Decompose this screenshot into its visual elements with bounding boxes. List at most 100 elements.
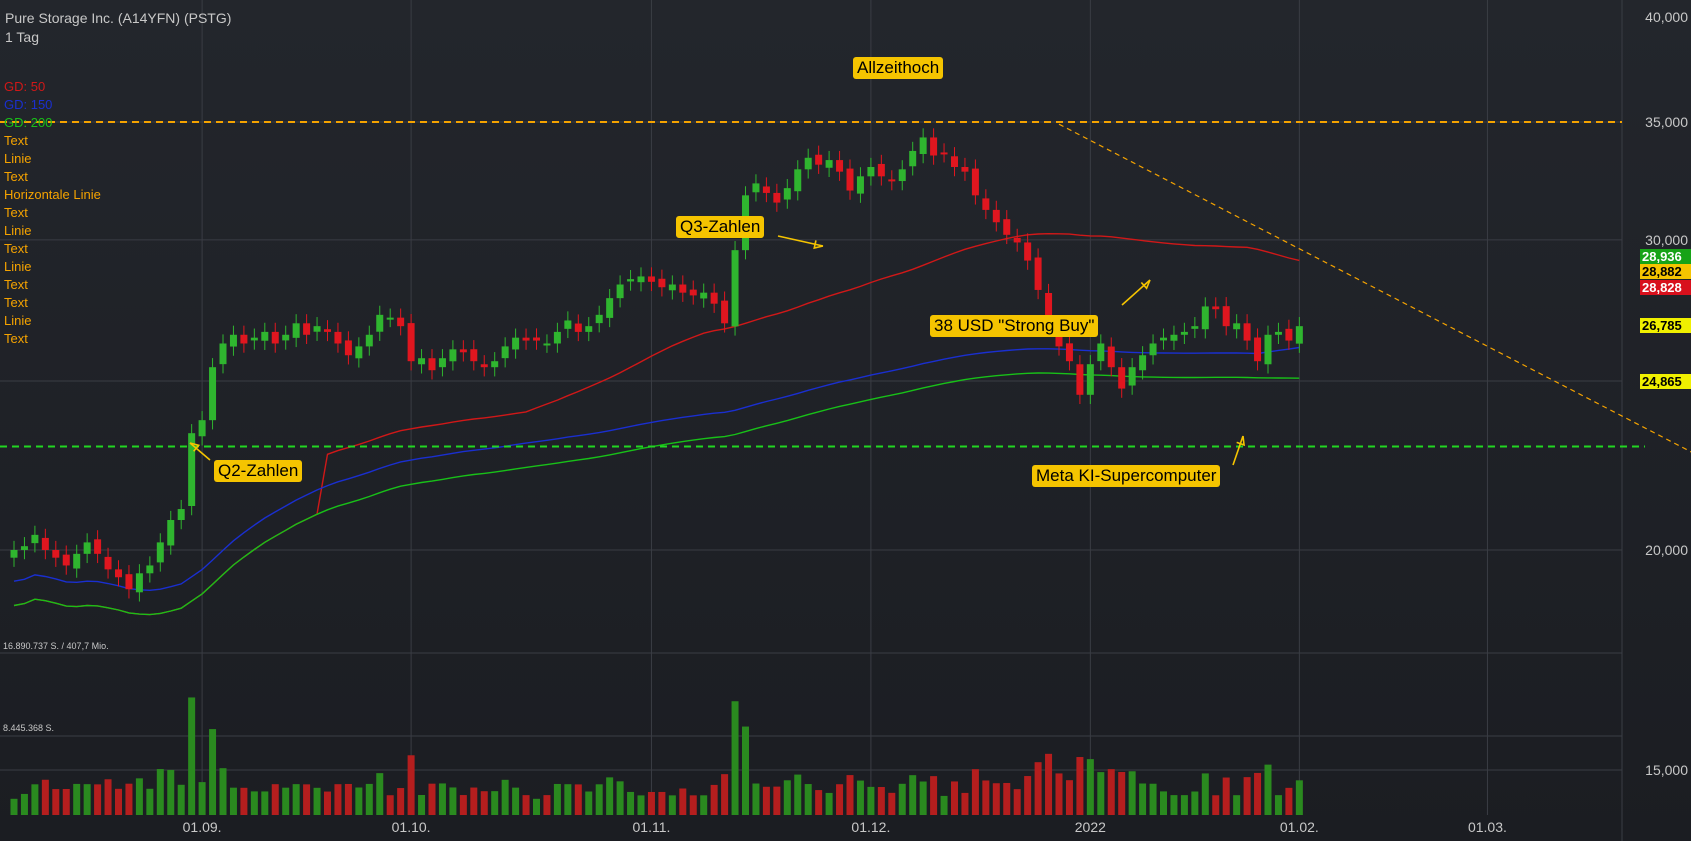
- volume-bar: [961, 792, 969, 815]
- candle-body: [418, 358, 426, 365]
- legend-item[interactable]: Horizontale Linie: [4, 187, 101, 202]
- volume-bar: [783, 780, 791, 815]
- legend-item[interactable]: GD: 50: [4, 79, 46, 94]
- x-tick-label: 01.09.: [183, 819, 222, 835]
- volume-bar: [668, 795, 676, 815]
- candle-body: [198, 420, 206, 437]
- candle-body: [762, 186, 770, 193]
- legend-item[interactable]: Text: [4, 241, 28, 256]
- legend-item[interactable]: Text: [4, 277, 28, 292]
- volume-bar: [177, 784, 185, 815]
- legend-item[interactable]: GD: 150: [4, 97, 53, 112]
- legend-item[interactable]: Text: [4, 331, 28, 346]
- candle-body: [83, 542, 91, 554]
- volume-bar: [1045, 753, 1053, 815]
- volume-bar: [992, 783, 1000, 815]
- volume-bar: [1149, 783, 1157, 815]
- volume-bar: [344, 783, 352, 815]
- volume-bar: [303, 784, 311, 815]
- candle-body: [292, 323, 300, 338]
- price-tag: 28,936: [1640, 249, 1691, 264]
- candle-body: [888, 179, 896, 182]
- volume-label-mid: 8.445.368 S.: [3, 723, 55, 733]
- volume-bar: [700, 795, 708, 815]
- candle-body: [282, 334, 290, 341]
- volume-bar: [480, 791, 488, 815]
- candle-body: [512, 337, 520, 350]
- legend-item[interactable]: Text: [4, 205, 28, 220]
- volume-bar: [1107, 769, 1115, 815]
- candle-body: [961, 167, 969, 172]
- candle-body: [125, 574, 133, 590]
- price-tag: 26,785: [1640, 318, 1691, 333]
- candle-body: [647, 276, 655, 282]
- candle-body: [606, 298, 614, 318]
- candle-body: [773, 192, 781, 203]
- trend-line: [1058, 123, 1691, 453]
- volume-bar: [574, 784, 582, 815]
- candle-body: [156, 542, 164, 563]
- legend-item[interactable]: Linie: [4, 151, 32, 166]
- candle-body: [1170, 334, 1178, 341]
- candle-body: [1254, 337, 1262, 362]
- volume-bar: [282, 787, 290, 815]
- candle-body: [815, 154, 823, 165]
- candle-body: [229, 334, 237, 347]
- candle-body: [313, 326, 321, 332]
- volume-bar: [188, 697, 196, 815]
- y-tick-label: 35,000: [1645, 114, 1688, 130]
- volume-bar: [731, 701, 739, 815]
- candle-body: [637, 276, 645, 283]
- candle-body: [20, 546, 28, 550]
- arrow-q2-head: [189, 442, 201, 452]
- candle-body: [1076, 364, 1084, 395]
- volume-bar: [919, 781, 927, 815]
- volume-bar: [324, 791, 331, 815]
- volume-bar: [104, 779, 112, 815]
- candle-body: [365, 334, 373, 347]
- volume-bar: [1222, 777, 1230, 815]
- volume-bar: [125, 783, 133, 815]
- candle-body: [1274, 331, 1282, 335]
- volume-bar: [595, 784, 603, 815]
- volume-bar: [512, 787, 520, 815]
- candle-body: [1003, 219, 1011, 235]
- gd150-line: [13, 346, 1300, 592]
- legend-item[interactable]: Linie: [4, 259, 32, 274]
- volume-label-top: 16.890.737 S. / 407,7 Mio.: [3, 641, 109, 651]
- legend-item[interactable]: Linie: [4, 223, 32, 238]
- volume-bar: [376, 773, 384, 815]
- legend-item[interactable]: Text: [4, 133, 28, 148]
- volume-bar: [83, 784, 91, 815]
- annotation-strong-buy: 38 USD "Strong Buy": [930, 315, 1099, 337]
- volume-bar: [418, 795, 426, 815]
- legend-item[interactable]: GD: 200: [4, 115, 53, 130]
- volume-bar: [930, 776, 938, 815]
- volume-bar: [167, 769, 175, 815]
- volume-bar: [271, 784, 279, 815]
- volume-bar: [794, 774, 802, 815]
- candle-body: [825, 160, 833, 168]
- candle-body: [470, 349, 478, 362]
- candle-body: [668, 284, 676, 291]
- candle-body: [1285, 328, 1293, 341]
- legend-item[interactable]: Text: [4, 295, 28, 310]
- volume-bar: [1013, 789, 1021, 815]
- candle-body: [209, 367, 217, 421]
- legend-item[interactable]: Text: [4, 169, 28, 184]
- x-tick-label: 01.03.: [1468, 819, 1507, 835]
- volume-bar: [982, 780, 990, 815]
- legend-item[interactable]: Linie: [4, 313, 32, 328]
- candle-body: [679, 284, 687, 293]
- candle-body: [627, 279, 635, 282]
- candle-body: [971, 168, 979, 196]
- candle-body: [951, 156, 958, 168]
- arrow-strong-buy: [1121, 279, 1151, 306]
- volume-bar: [752, 783, 760, 815]
- volume-bar: [407, 755, 415, 815]
- volume-bar: [501, 779, 509, 815]
- volume-bar: [543, 795, 551, 815]
- annotation-q3-zahlen: Q3-Zahlen: [676, 216, 765, 238]
- volume-bar: [846, 775, 854, 815]
- volume-bar: [585, 791, 593, 815]
